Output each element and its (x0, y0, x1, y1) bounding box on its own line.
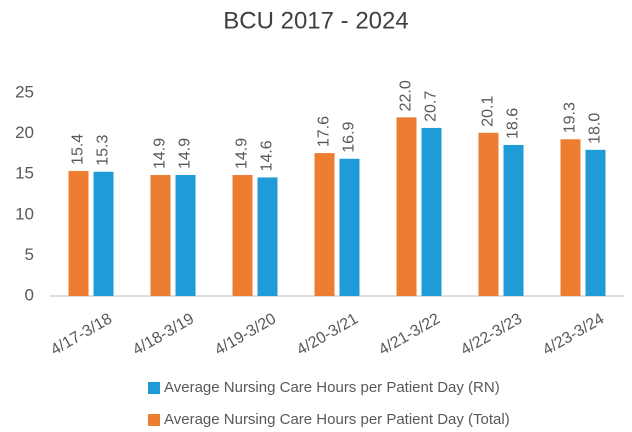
bar (68, 170, 89, 296)
bar (396, 117, 417, 296)
data-label: 14.9 (152, 138, 169, 169)
data-label: 17.6 (316, 116, 333, 147)
x-tick-label: 4/22-3/23 (458, 310, 525, 359)
bar (175, 175, 196, 296)
legend-swatch (148, 382, 160, 394)
data-label: 14.6 (259, 140, 276, 171)
data-label: 16.9 (341, 122, 358, 153)
bar (93, 171, 114, 296)
legend-label: Average Nursing Care Hours per Patient D… (164, 411, 510, 428)
data-label: 14.9 (234, 138, 251, 169)
y-tick-label: 15 (15, 164, 34, 183)
bar (421, 127, 442, 296)
data-label: 22.0 (398, 80, 415, 111)
y-tick-label: 20 (15, 123, 34, 142)
y-tick-label: 25 (15, 82, 34, 101)
bar (232, 175, 253, 296)
data-label: 20.1 (480, 96, 497, 127)
chart-title: BCU 2017 - 2024 (223, 7, 408, 34)
data-label: 15.4 (70, 134, 87, 165)
legend-swatch (148, 414, 160, 426)
data-label: 18.0 (587, 113, 604, 144)
x-tick-label: 4/20-3/21 (294, 310, 361, 359)
x-tick-label: 4/23-3/24 (540, 310, 607, 359)
bar (257, 177, 278, 296)
bar (339, 158, 360, 296)
bar (314, 153, 335, 296)
data-label: 15.3 (95, 135, 112, 166)
bar (560, 139, 581, 296)
x-tick-label: 4/19-3/20 (212, 310, 279, 359)
y-tick-label: 0 (25, 285, 34, 304)
x-tick-label: 4/21-3/22 (376, 310, 443, 359)
x-tick-label: 4/18-3/19 (130, 310, 197, 359)
bar (150, 175, 171, 296)
bar (585, 149, 606, 296)
legend-label: Average Nursing Care Hours per Patient D… (164, 379, 500, 396)
bar (478, 132, 499, 296)
data-label: 18.6 (505, 108, 522, 139)
data-label: 19.3 (562, 102, 579, 133)
y-tick-label: 5 (25, 245, 34, 264)
x-tick-label: 4/17-3/18 (48, 310, 115, 359)
data-label: 14.9 (177, 138, 194, 169)
data-label: 20.7 (423, 91, 440, 122)
y-tick-label: 10 (15, 204, 34, 223)
bar (503, 144, 524, 296)
